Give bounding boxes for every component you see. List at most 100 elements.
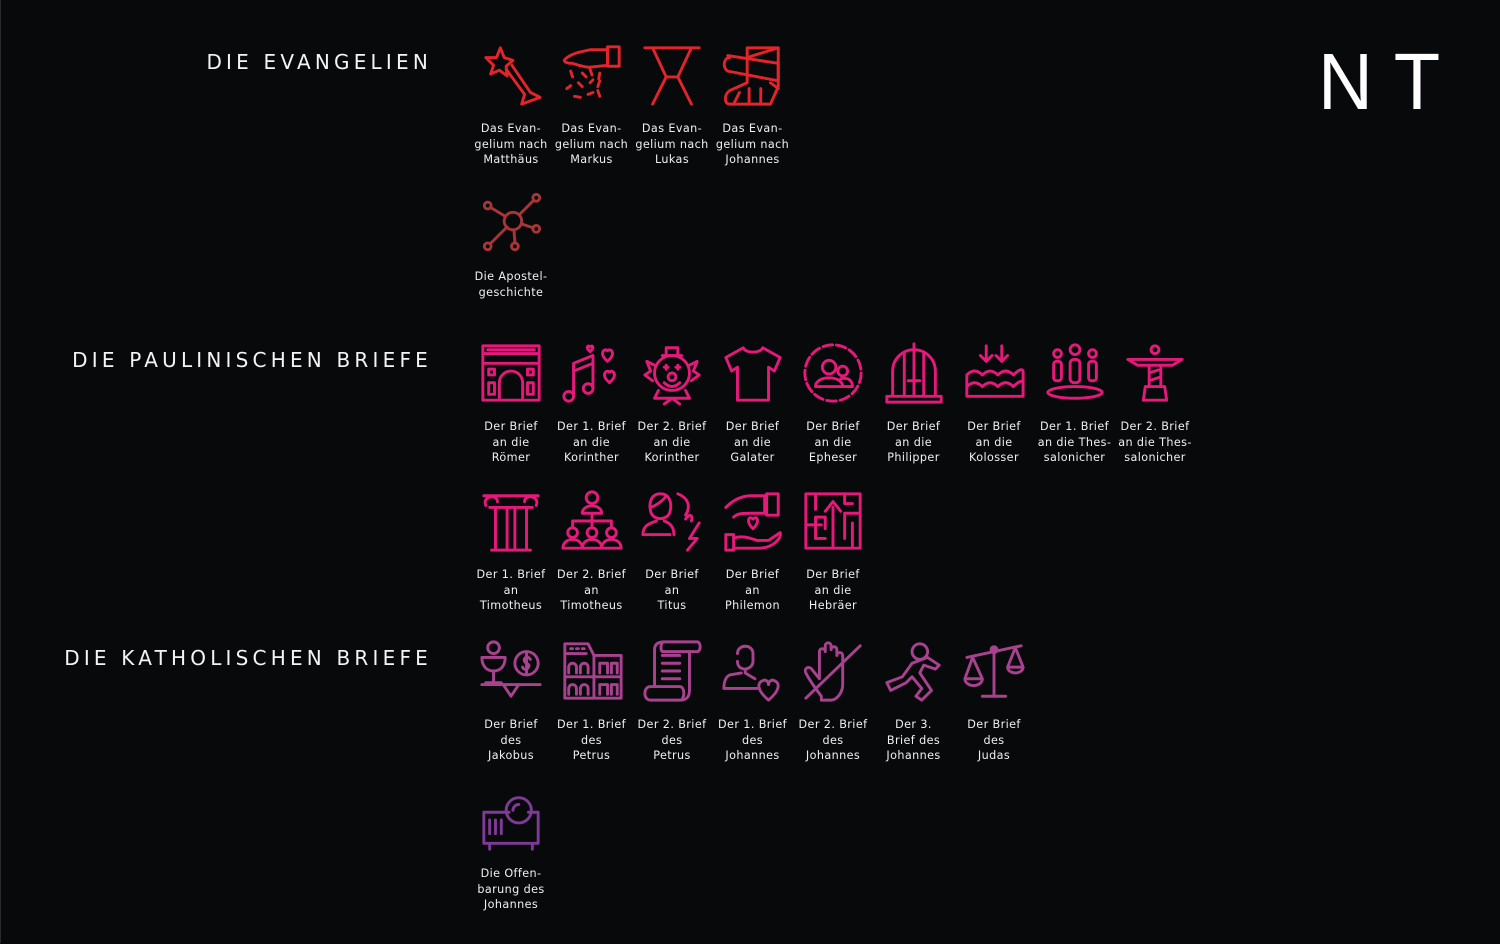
book-label-line: des	[983, 733, 1005, 747]
book-label: Die Apostel-geschichte	[471, 269, 551, 300]
hands-heart-icon	[723, 492, 782, 552]
book-label-line: Der 2. Brief	[637, 718, 707, 731]
book-item[interactable]: Der 1. Brief an die Thes-salonicher	[1035, 340, 1115, 466]
book-label-line: Der Brief	[484, 718, 538, 731]
book-label: Der Brief an Philemon	[713, 567, 793, 614]
book-label-line: Johannes	[805, 749, 861, 762]
book-label-line: Hebräer	[808, 599, 858, 612]
book-label-line: Judas	[977, 749, 1011, 762]
book-item[interactable]: Das Evan-gelium nach Johannes	[713, 42, 793, 168]
book-label-line: salonicher	[1043, 451, 1106, 464]
book-item[interactable]: Das Evan-gelium nach Matthäus	[471, 42, 551, 168]
book-label-line: Die Offen-	[480, 867, 542, 880]
book-label-line: Johannes	[725, 153, 780, 166]
book-label-line: Der 1. Brief	[557, 718, 626, 731]
book-label-line: an	[584, 583, 599, 597]
scroll-icon	[643, 640, 702, 702]
book-label-line: Das Evan-	[641, 122, 703, 135]
book-label-line: Markus	[570, 153, 613, 166]
book-item[interactable]: Der 2. Brief des Petrus	[632, 638, 712, 764]
book-label: Der Brief an Titus	[632, 567, 712, 614]
book-label-line: Der Brief	[484, 420, 538, 433]
network-hub-icon	[482, 192, 542, 252]
book-label-line: Das Evan-	[561, 122, 622, 135]
book-label-line: geschichte	[478, 285, 544, 299]
book-item[interactable]: Der 1. Brief des Petrus	[552, 638, 632, 764]
book-label-line: salonicher	[1124, 451, 1186, 464]
book-item[interactable]: Der Brief an die Galater	[713, 340, 793, 466]
book-label-line: Der Brief	[645, 568, 699, 581]
book-item[interactable]: Die Apostel-geschichte	[471, 190, 551, 300]
book-item[interactable]: Der Brief des Jakobus	[471, 638, 551, 764]
book-label: Das Evan-gelium nach Lukas	[632, 121, 712, 168]
colosseum-icon	[562, 642, 623, 700]
book-label-line: an die	[653, 435, 691, 449]
sprinkling-hand-icon	[562, 45, 621, 99]
sinking-water-icon	[965, 344, 1025, 398]
book-label: Der Brief an die Hebräer	[793, 567, 873, 614]
book-item[interactable]: Der Brief an die Römer	[471, 340, 551, 466]
book-label-line: Petrus	[572, 749, 611, 762]
book-label-line: gelium nach	[635, 137, 709, 151]
book-label-line: an die	[492, 435, 530, 449]
book-item[interactable]: Das Evan-gelium nach Markus	[552, 42, 632, 168]
book-item[interactable]: Der 1. Brief an Timotheus	[471, 488, 551, 614]
book-label-line: Der 1. Brief	[557, 420, 626, 433]
book-label-line: Der Brief	[967, 420, 1021, 433]
book-label-line: Der Brief	[806, 420, 860, 433]
projector-icon	[482, 796, 540, 851]
book-item[interactable]: Der 2. Brief an Timotheus	[552, 488, 632, 614]
book-item[interactable]: Der 1. Brief des Johannes	[713, 638, 793, 764]
book-label-line: Der 1. Brief	[718, 718, 787, 731]
hand-crossed-icon	[803, 641, 862, 702]
book-label-line: an die	[814, 583, 852, 597]
book-label-line: Der 2. Brief	[798, 718, 868, 731]
book-item[interactable]: Der 2. Brief des Johannes	[793, 638, 873, 764]
group-circle-icon	[803, 343, 863, 403]
book-label: Das Evan-gelium nach Johannes	[713, 121, 793, 168]
chalice-balance-icon	[480, 640, 542, 698]
book-item[interactable]: Der Brief des Judas	[954, 638, 1034, 764]
hourglass-stand-icon	[643, 46, 701, 106]
book-item[interactable]: Der Brief an die Philipper	[874, 340, 954, 466]
book-label: Der 2. Brief des Petrus	[632, 717, 712, 764]
book-label: Der 2. Brief an die Korinther	[632, 419, 712, 466]
book-label-line: an die Thes-	[1118, 435, 1192, 449]
book-label-line: Der Brief	[967, 718, 1021, 731]
book-label-line: Timotheus	[560, 599, 623, 612]
maze-arrow-icon	[804, 492, 862, 550]
book-label: Der 3. Brief des Johannes	[874, 717, 954, 764]
book-label-line: Korinther	[644, 451, 700, 464]
book-label: Der 1. Brief an Timotheus	[471, 567, 551, 614]
book-label-line: Der 2. Brief	[557, 568, 626, 581]
book-label-line: Korinther	[564, 451, 619, 464]
book-label: Der 2. Brief des Johannes	[793, 717, 873, 764]
book-item[interactable]: Der Brief an die Kolosser	[954, 340, 1034, 466]
testament-label: NT	[1318, 37, 1462, 126]
book-label-line: Johannes	[725, 749, 780, 762]
book-item[interactable]: Der 2. Brief an die Korinther	[632, 340, 712, 466]
book-item[interactable]: Der 1. Brief an die Korinther	[552, 340, 632, 466]
triumphal-arch-icon	[481, 344, 541, 402]
book-label-line: an die	[895, 435, 932, 449]
book-item[interactable]: Der Brief an die Hebräer	[793, 488, 873, 614]
book-item[interactable]: Der Brief an Titus	[632, 488, 712, 614]
book-label-line: Brief des	[886, 733, 941, 747]
book-label-line: Der 3.	[895, 718, 932, 731]
book-label-line: Der Brief	[806, 568, 860, 581]
book-label-line: Johannes	[886, 749, 941, 762]
book-item[interactable]: Der Brief an die Epheser	[793, 340, 873, 466]
book-label-line: Johannes	[483, 898, 539, 911]
book-label-line: des	[822, 733, 844, 747]
section-heading: DIE EVANGELIEN	[206, 50, 432, 74]
book-label-line: an die	[814, 435, 852, 449]
book-item[interactable]: Das Evan-gelium nach Lukas	[632, 42, 712, 168]
book-label-line: Lukas	[654, 153, 690, 166]
book-item[interactable]: Der 3. Brief des Johannes	[874, 638, 954, 764]
book-item[interactable]: Der Brief an Philemon	[713, 488, 793, 614]
book-item[interactable]: Die Offen-barung des Johannes	[471, 787, 551, 913]
book-label: Der Brief des Judas	[954, 717, 1034, 764]
book-label-line: Die Apostel-	[474, 270, 548, 283]
book-item[interactable]: Der 2. Brief an die Thes-salonicher	[1115, 340, 1195, 466]
book-label-line: Das Evan-	[722, 122, 783, 135]
